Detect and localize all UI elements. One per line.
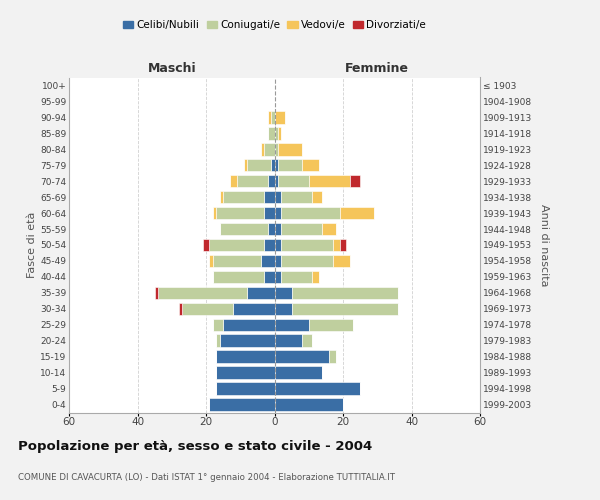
Bar [275, 286, 292, 299]
Bar [275, 159, 278, 172]
Bar [268, 175, 275, 188]
Bar [329, 350, 336, 363]
Bar [268, 127, 275, 140]
Bar [271, 111, 275, 124]
Bar [209, 254, 213, 267]
Bar [247, 286, 275, 299]
Bar [275, 111, 285, 124]
Bar [247, 159, 271, 172]
Bar [216, 382, 275, 395]
Bar [275, 302, 292, 315]
Text: Maschi: Maschi [148, 62, 196, 75]
Bar [209, 239, 264, 251]
Bar [275, 382, 360, 395]
Bar [233, 302, 275, 315]
Bar [278, 143, 302, 156]
Bar [312, 270, 319, 283]
Bar [275, 143, 278, 156]
Bar [220, 223, 268, 235]
Bar [223, 318, 275, 331]
Bar [264, 143, 275, 156]
Bar [281, 239, 333, 251]
Bar [275, 318, 309, 331]
Bar [203, 239, 209, 251]
Bar [230, 175, 237, 188]
Bar [275, 175, 278, 188]
Bar [261, 254, 275, 267]
Bar [213, 207, 216, 220]
Bar [322, 223, 336, 235]
Bar [309, 318, 353, 331]
Bar [275, 191, 281, 203]
Bar [223, 191, 264, 203]
Bar [275, 334, 302, 347]
Bar [155, 286, 158, 299]
Bar [209, 398, 275, 410]
Bar [216, 207, 264, 220]
Bar [281, 207, 340, 220]
Bar [220, 191, 223, 203]
Bar [278, 127, 281, 140]
Bar [340, 207, 374, 220]
Bar [333, 254, 350, 267]
Bar [244, 159, 247, 172]
Bar [292, 286, 398, 299]
Bar [275, 223, 281, 235]
Bar [312, 191, 322, 203]
Bar [216, 350, 275, 363]
Bar [216, 334, 220, 347]
Bar [292, 302, 398, 315]
Bar [302, 334, 312, 347]
Bar [350, 175, 360, 188]
Text: COMUNE DI CAVACURTA (LO) - Dati ISTAT 1° gennaio 2004 - Elaborazione TUTTITALIA.: COMUNE DI CAVACURTA (LO) - Dati ISTAT 1°… [18, 473, 395, 482]
Bar [275, 270, 281, 283]
Bar [281, 270, 312, 283]
Bar [275, 207, 281, 220]
Bar [275, 127, 278, 140]
Bar [264, 239, 275, 251]
Bar [182, 302, 233, 315]
Bar [264, 270, 275, 283]
Bar [275, 254, 281, 267]
Bar [179, 302, 182, 315]
Bar [281, 223, 322, 235]
Bar [213, 270, 264, 283]
Bar [213, 254, 261, 267]
Bar [275, 398, 343, 410]
Bar [275, 366, 322, 379]
Bar [281, 191, 312, 203]
Text: Femmine: Femmine [345, 62, 409, 75]
Bar [264, 191, 275, 203]
Bar [220, 334, 275, 347]
Bar [237, 175, 268, 188]
Bar [278, 175, 309, 188]
Bar [302, 159, 319, 172]
Bar [264, 207, 275, 220]
Text: Popolazione per età, sesso e stato civile - 2004: Popolazione per età, sesso e stato civil… [18, 440, 372, 453]
Bar [213, 318, 223, 331]
Bar [158, 286, 247, 299]
Legend: Celibi/Nubili, Coniugati/e, Vedovi/e, Divorziati/e: Celibi/Nubili, Coniugati/e, Vedovi/e, Di… [119, 16, 430, 34]
Bar [275, 239, 281, 251]
Y-axis label: Fasce di età: Fasce di età [27, 212, 37, 278]
Bar [261, 143, 264, 156]
Bar [268, 223, 275, 235]
Bar [309, 175, 350, 188]
Bar [216, 366, 275, 379]
Bar [275, 350, 329, 363]
Bar [268, 111, 271, 124]
Bar [281, 254, 333, 267]
Y-axis label: Anni di nascita: Anni di nascita [539, 204, 548, 286]
Bar [278, 159, 302, 172]
Bar [271, 159, 275, 172]
Bar [340, 239, 346, 251]
Bar [333, 239, 340, 251]
